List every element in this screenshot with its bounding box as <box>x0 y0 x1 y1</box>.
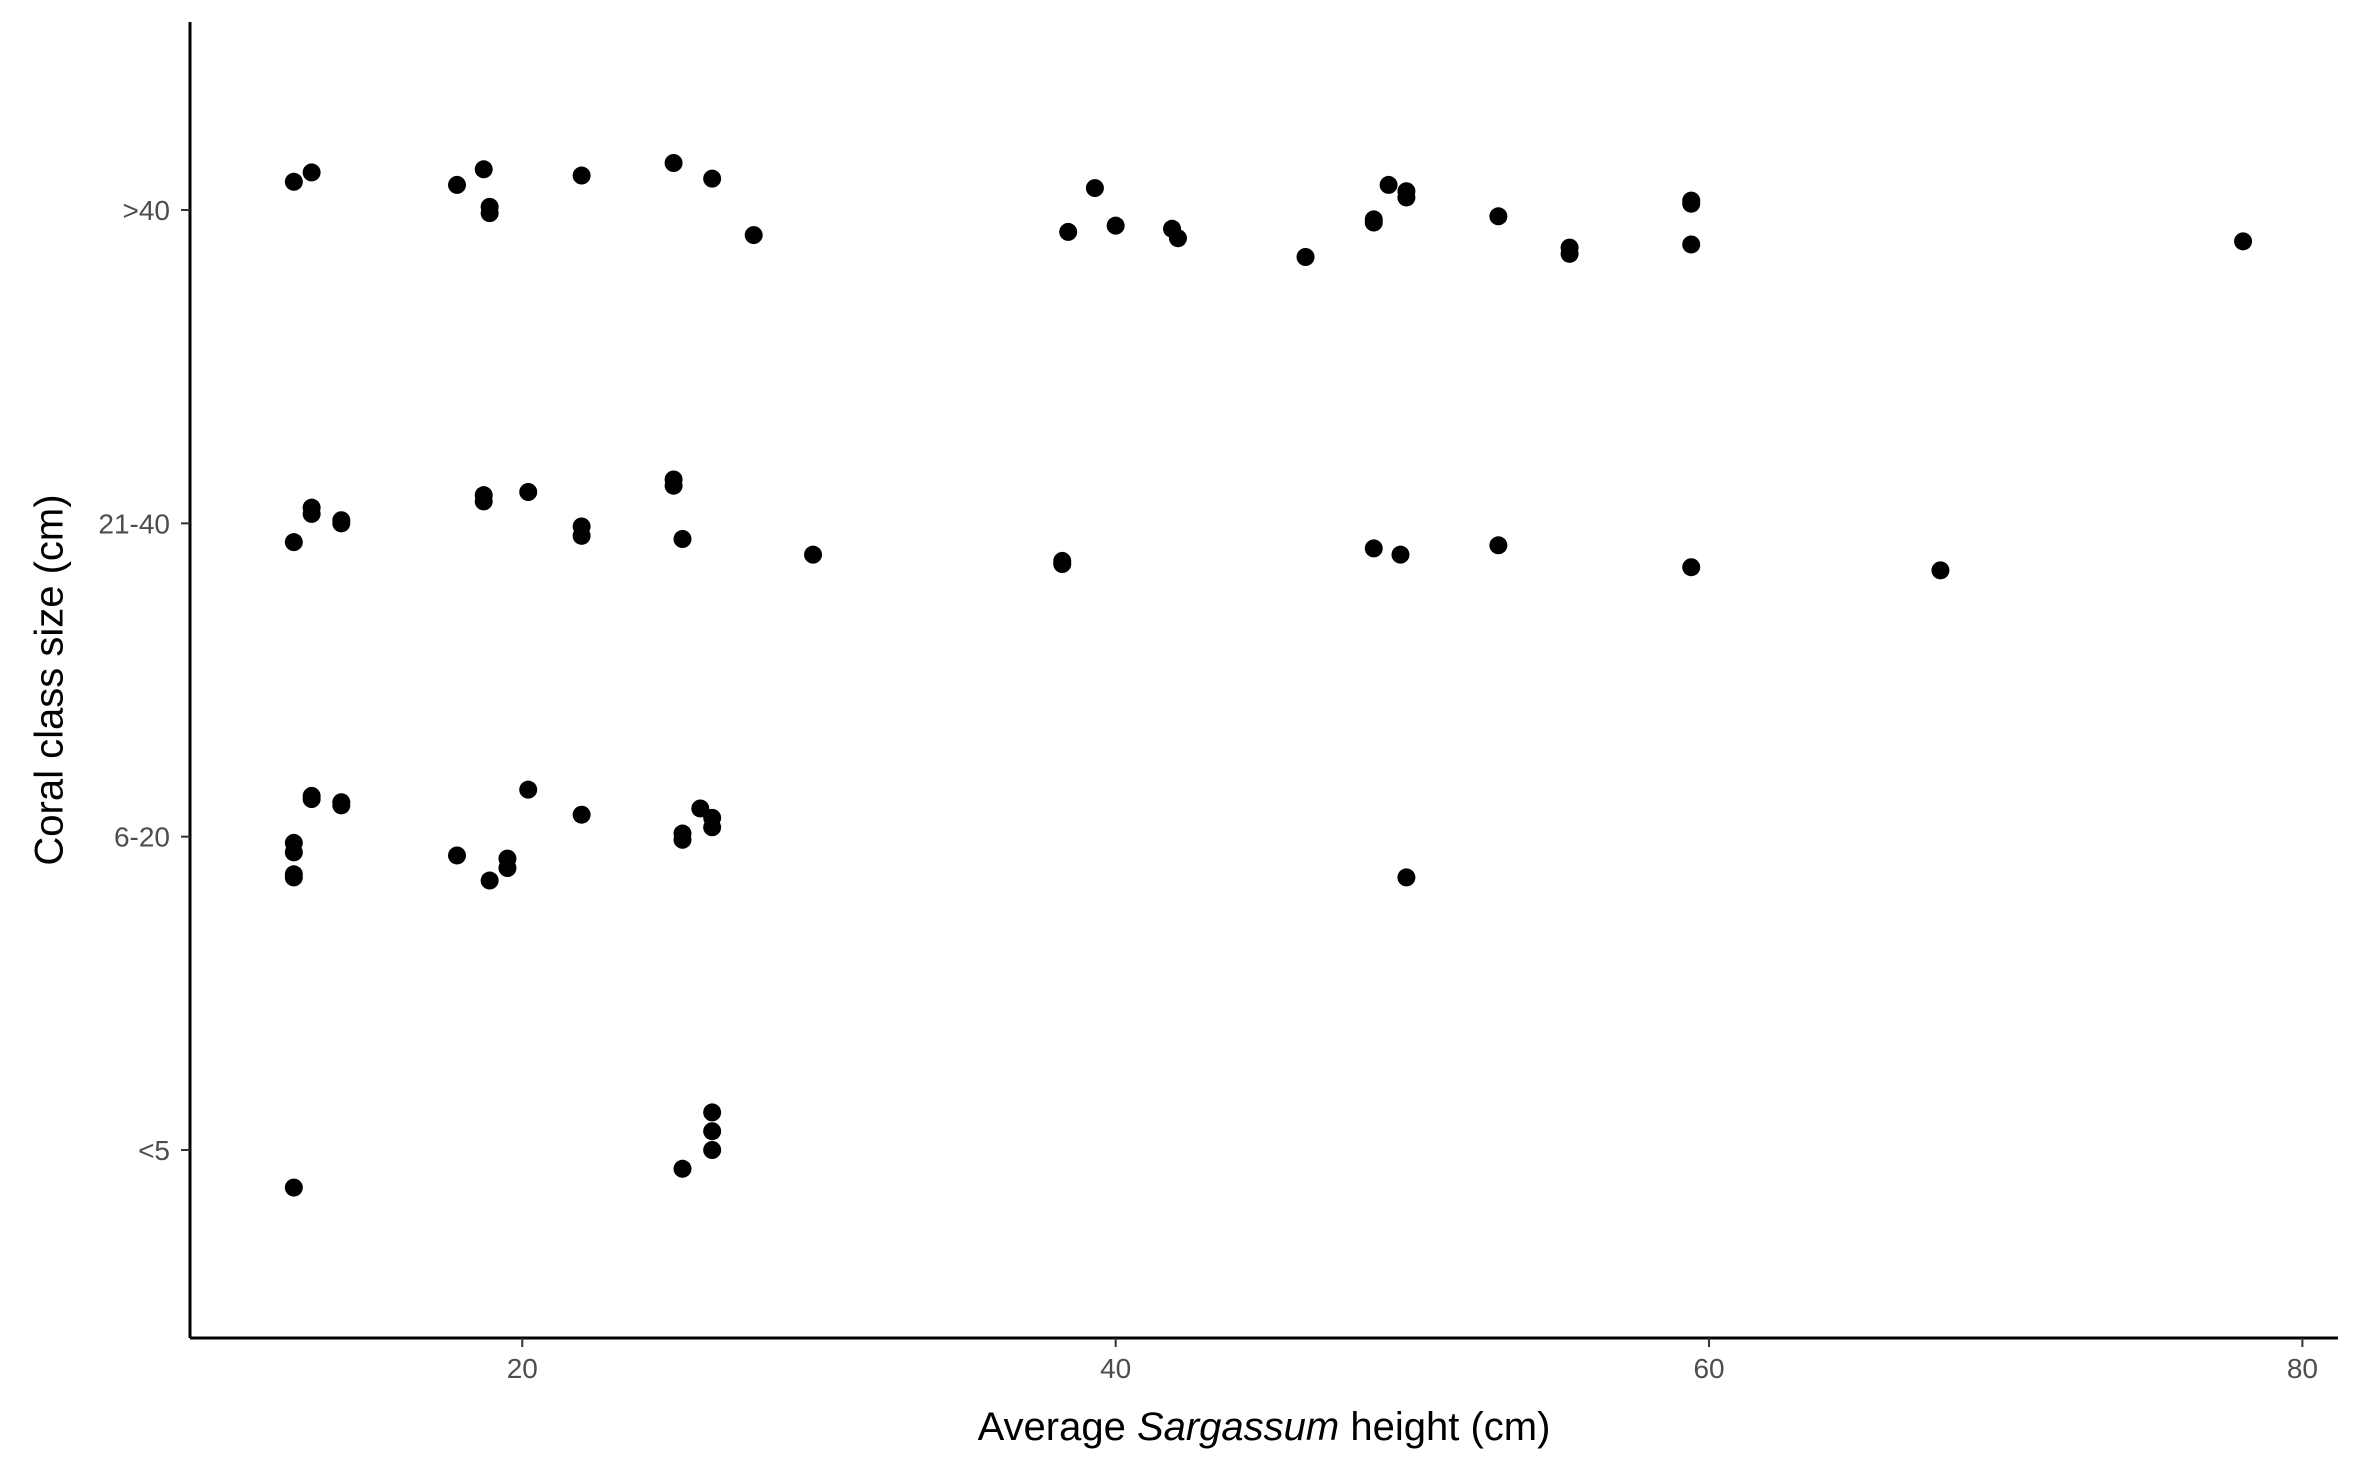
data-point <box>1059 222 1078 241</box>
x-axis-ticks: 20 40 60 80 <box>507 1338 2318 1384</box>
data-point <box>1106 216 1125 235</box>
data-point <box>448 175 467 194</box>
data-point <box>474 492 493 511</box>
x-tick-label: 80 <box>2287 1353 2318 1384</box>
x-axis-title-italic: Sargassum <box>1137 1405 1339 1449</box>
data-point <box>1053 555 1072 574</box>
data-point <box>474 160 493 179</box>
y-tick-label: >40 <box>123 195 171 226</box>
data-point <box>1168 229 1187 248</box>
y-tick-label: 21-40 <box>98 508 170 539</box>
data-point <box>1364 539 1383 558</box>
data-point <box>1296 248 1315 266</box>
data-point <box>1391 545 1410 564</box>
data-point <box>804 545 823 564</box>
data-point <box>1682 235 1701 254</box>
data-point <box>1364 210 1383 229</box>
data-point <box>284 1178 303 1197</box>
data-point <box>1560 244 1579 263</box>
data-point <box>480 871 499 890</box>
data-point <box>1682 558 1701 577</box>
data-point <box>572 526 591 545</box>
y-axis-title: Coral class size (cm) <box>28 494 72 865</box>
y-tick-label: <5 <box>138 1135 170 1166</box>
data-point <box>332 514 351 533</box>
data-point <box>703 1122 722 1141</box>
data-point <box>302 790 321 809</box>
data-point <box>744 226 763 245</box>
data-point <box>703 169 722 188</box>
data-point <box>284 533 303 552</box>
data-point <box>673 830 692 849</box>
data-point <box>673 1159 692 1178</box>
data-point <box>519 780 538 799</box>
data-point <box>284 843 303 862</box>
data-point <box>332 796 351 815</box>
data-point <box>284 172 303 191</box>
data-point <box>703 1103 722 1122</box>
x-tick-label: 20 <box>507 1353 538 1384</box>
data-point <box>1489 536 1508 555</box>
data-point <box>703 818 722 837</box>
data-point <box>1489 207 1508 226</box>
data-point <box>1085 179 1104 198</box>
data-point <box>480 204 499 223</box>
data-point <box>1397 188 1416 207</box>
data-point <box>284 865 303 884</box>
data-point <box>302 504 321 523</box>
data-point <box>664 154 683 172</box>
x-tick-label: 40 <box>1100 1353 1131 1384</box>
data-point <box>519 483 538 501</box>
data-point <box>664 476 683 495</box>
data-point <box>498 859 517 877</box>
data-point <box>2234 232 2253 251</box>
y-axis-ticks: <5 6-20 21-40 >40 <box>98 195 190 1166</box>
data-point <box>703 1141 722 1159</box>
x-axis-title-prefix: Average <box>978 1405 1137 1449</box>
x-axis-title: Average Sargassum height (cm) <box>978 1405 1551 1449</box>
data-point <box>673 530 692 548</box>
data-point <box>448 846 467 865</box>
data-point <box>1931 561 1950 580</box>
data-point <box>302 163 321 182</box>
y-tick-label: 6-20 <box>114 822 170 853</box>
data-point <box>572 166 591 185</box>
data-point <box>1379 175 1398 194</box>
data-point <box>1682 194 1701 213</box>
data-point <box>1397 868 1416 887</box>
x-axis-title-suffix: height (cm) <box>1339 1405 1550 1449</box>
points-layer <box>284 154 2253 1197</box>
data-point <box>572 805 591 824</box>
x-tick-label: 60 <box>1693 1353 1724 1384</box>
